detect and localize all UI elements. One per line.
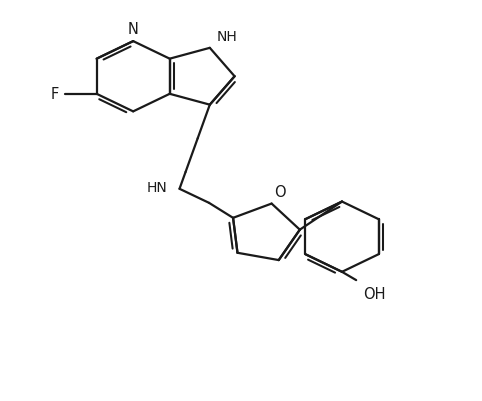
Text: NH: NH bbox=[217, 30, 238, 44]
Text: HN: HN bbox=[147, 180, 168, 194]
Text: N: N bbox=[128, 22, 139, 37]
Text: OH: OH bbox=[363, 286, 386, 302]
Text: F: F bbox=[50, 87, 58, 102]
Text: O: O bbox=[274, 184, 286, 199]
